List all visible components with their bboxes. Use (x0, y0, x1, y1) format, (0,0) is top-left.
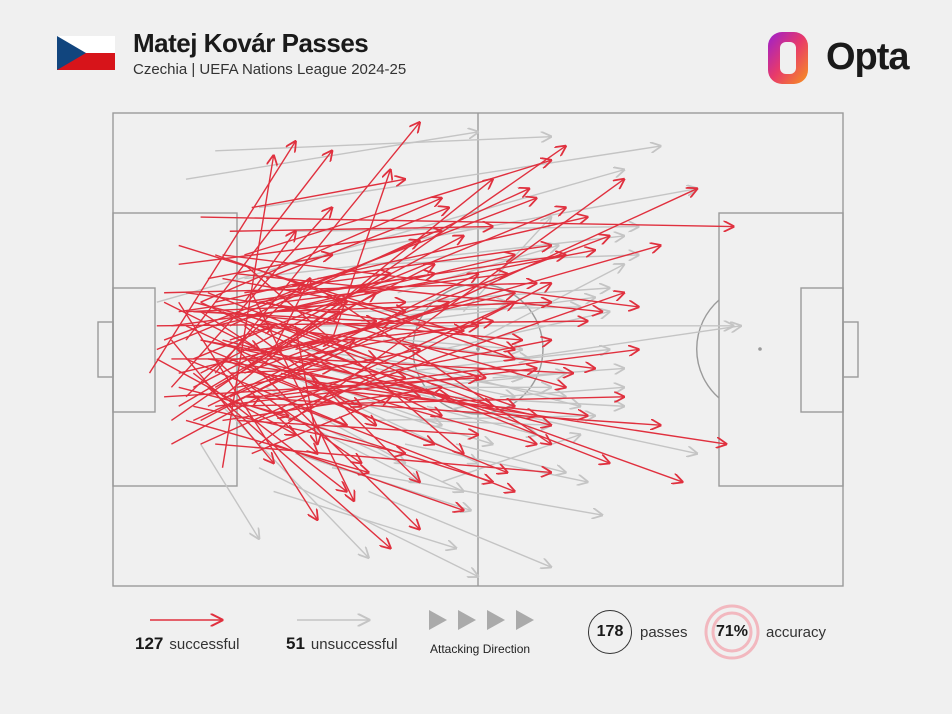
successful-pass-arrow (273, 302, 551, 313)
successful-pass-arrow (324, 292, 551, 444)
successful-pass-arrow (258, 293, 624, 422)
successful-pass-arrow (207, 348, 434, 445)
successful-pass-arrow (229, 302, 449, 398)
unsuccessful-pass-arrow (215, 137, 551, 152)
successful-pass-arrow (229, 189, 529, 327)
successful-pass-arrow (214, 254, 514, 359)
successful-pass-arrow (200, 340, 354, 422)
accuracy-label: accuracy (766, 624, 827, 641)
opta-logo-icon (768, 32, 808, 84)
unsuccessful-pass-arrow (287, 415, 419, 482)
successful-pass-arrow (266, 301, 565, 387)
successful-pass-arrow (193, 310, 375, 321)
successful-pass-arrow (222, 387, 442, 422)
unsuccessful-pass-arrow (448, 396, 624, 406)
czech-flag-icon (57, 36, 115, 70)
successful-pass-arrow (222, 339, 552, 425)
successful-pass-arrow (294, 325, 318, 444)
successful-pass-arrow (244, 274, 390, 294)
successful-pass-arrow (280, 372, 537, 444)
successful-pass-arrow (266, 340, 332, 351)
successful-pass-arrow (207, 386, 391, 548)
successful-pass-arrow (251, 179, 405, 209)
successful-pass-arrow (185, 325, 361, 406)
successful-pass-arrow (244, 236, 609, 374)
legend-successful: 127 successful (135, 634, 240, 653)
successful-pass-arrow (288, 321, 492, 360)
passes-label: passes (640, 624, 688, 641)
successful-pass-arrow (244, 396, 660, 425)
successful-pass-arrow (236, 349, 420, 530)
successful-pass-arrow (244, 160, 551, 256)
successful-pass-arrow (163, 198, 536, 341)
successful-pass-arrow (258, 325, 595, 369)
successful-pass-arrow (251, 405, 493, 482)
attacking-direction-icon (429, 610, 534, 630)
successful-pass-arrow (200, 339, 405, 378)
unsuccessful-pass-arrow (441, 312, 610, 351)
unsuccessful-pass-arrow (258, 146, 661, 209)
unsuccessful-pass-arrow (273, 490, 457, 548)
unsuccessful-pass-arrow (331, 467, 602, 515)
successful-pass-arrow (266, 208, 449, 280)
unsuccessful-pass-arrow (514, 326, 741, 360)
successful-pass-arrow (237, 419, 478, 434)
successful-pass-arrow (200, 198, 442, 303)
successful-pass-arrow (251, 386, 362, 463)
successful-pass-arrow (295, 245, 661, 351)
unsuccessful-pass-arrow (390, 350, 609, 374)
unsuccessful-pass-arrow (156, 170, 624, 303)
successful-pass-arrow (178, 301, 318, 520)
successful-pass-arrow (207, 310, 522, 340)
successful-pass-arrow (214, 122, 419, 374)
unsuccessful-pass-arrow (258, 467, 478, 577)
successful-pass-arrow (317, 245, 551, 280)
successful-pass-arrow (200, 236, 464, 374)
accuracy-value: 71% (715, 623, 749, 640)
successful-passes (148, 122, 734, 548)
successful-pass-arrow (221, 156, 274, 468)
unsuccessful-pass-arrow (419, 373, 566, 389)
unsuccessful-pass-arrow (368, 490, 552, 567)
successful-pass-arrow (185, 292, 463, 331)
successful-pass-arrow (215, 255, 514, 327)
attacking-direction-label: Attacking Direction (430, 642, 531, 656)
passes-count-badge: 178 (588, 610, 632, 654)
successful-pass-arrow (192, 264, 434, 388)
unsuccessful-pass-arrow (404, 339, 522, 349)
unsuccessful-pass-arrow (331, 189, 697, 256)
opta-brand: Opta (826, 36, 910, 78)
page-title: Matej Kovár Passes (133, 28, 369, 58)
successful-pass-arrow (229, 397, 624, 407)
successful-pass-arrow (193, 405, 405, 453)
successful-pass-arrow (214, 293, 376, 388)
successful-pass-arrow (207, 255, 332, 280)
unsuccessful-pass-arrow (499, 387, 624, 398)
successful-pass-arrow (170, 339, 273, 463)
unsuccessful-pass-arrow (477, 405, 697, 453)
unsuccessful-pass-arrow (295, 227, 639, 232)
pitch-markings (97, 112, 859, 587)
unsuccessful-pass-arrow (200, 443, 259, 539)
successful-pass-arrow (185, 419, 369, 472)
successful-pass-arrow (244, 358, 419, 397)
successful-pass-arrow (258, 274, 434, 303)
successful-pass-arrow (171, 302, 346, 327)
successful-pass-arrow (178, 386, 289, 415)
legend-unsuccessful: 51 unsuccessful (286, 634, 398, 653)
unsuccessful-pass-arrow (185, 132, 478, 180)
successful-pass-arrow (222, 277, 406, 312)
accuracy-ring-icon (704, 604, 760, 660)
successful-pass-arrow (214, 358, 317, 454)
successful-pass-arrow (200, 216, 734, 226)
successful-pass-arrow (170, 208, 332, 388)
successful-pass-arrow (185, 283, 303, 398)
successful-pass-arrow (229, 227, 493, 232)
successful-pass-arrow (236, 311, 493, 407)
unsuccessful-pass-arrow (434, 367, 580, 406)
successful-pass-arrow (280, 274, 507, 303)
page-subtitle: Czechia | UEFA Nations League 2024-25 (133, 61, 407, 78)
successful-pass-arrow (222, 311, 610, 463)
